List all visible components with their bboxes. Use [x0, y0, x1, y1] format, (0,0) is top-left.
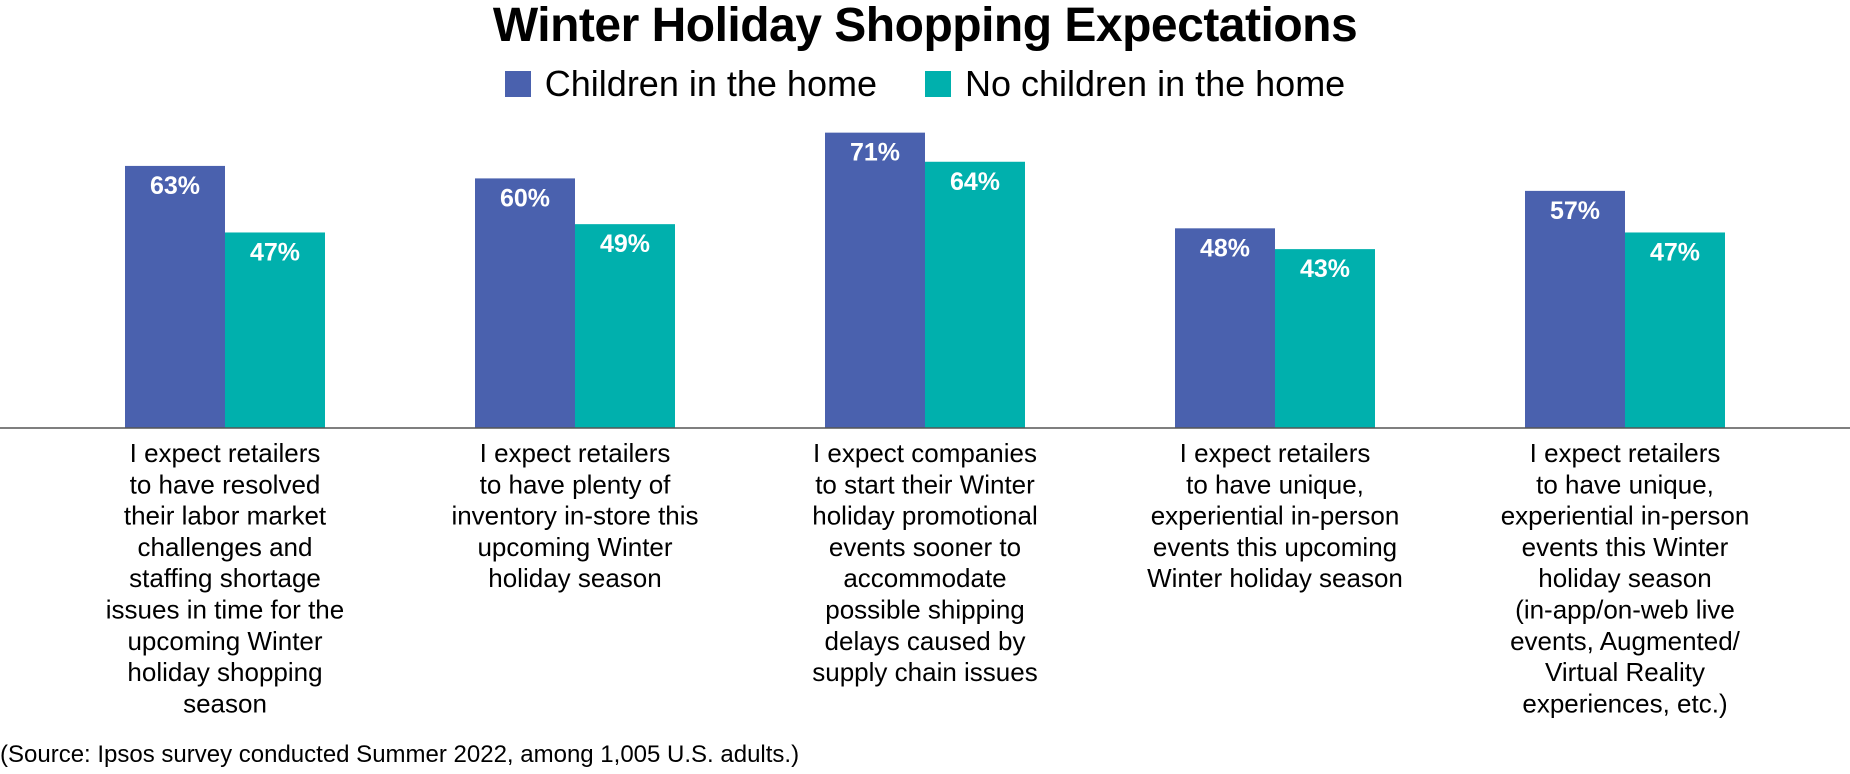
legend-label-children: Children in the home	[544, 63, 877, 104]
data-label-no-children-4: 43%	[1300, 255, 1350, 283]
legend-item-children: Children in the home	[504, 58, 877, 110]
category-label-5-line-7: events, Augmented/	[1510, 626, 1741, 656]
category-label-4-line-1: I expect retailers	[1180, 438, 1371, 468]
category-label-5-line-3: experiential in-person	[1501, 501, 1750, 531]
data-label-children-1: 63%	[150, 172, 200, 200]
category-label-2-line-4: upcoming Winter	[477, 532, 672, 562]
bar-children-1	[125, 165, 225, 429]
category-label-3-line-2: to start their Winter	[815, 469, 1035, 499]
category-label-5-line-5: holiday season	[1538, 563, 1711, 593]
legend-swatch-children	[504, 71, 531, 97]
data-label-children-4: 48%	[1200, 234, 1250, 262]
category-label-1-line-1: I expect retailers	[130, 438, 321, 468]
bar-children-4	[1175, 228, 1275, 428]
category-label-1-line-3: their labor market	[124, 501, 327, 531]
category-label-1-line-8: holiday shopping	[127, 657, 322, 687]
category-label-1-line-4: challenges and	[138, 532, 313, 562]
data-label-no-children-2: 49%	[600, 230, 650, 258]
bar-children-3	[825, 132, 925, 428]
category-label-5-line-4: events this Winter	[1522, 532, 1729, 562]
chart-title: Winter Holiday Shopping Expectations	[492, 0, 1358, 52]
category-label-2-line-3: inventory in-store this	[451, 501, 698, 531]
data-label-no-children-3: 64%	[950, 168, 1000, 196]
category-label-5-line-8: Virtual Reality	[1545, 657, 1705, 687]
category-label-3-line-3: holiday promotional	[812, 501, 1037, 531]
data-label-no-children-1: 47%	[250, 238, 300, 266]
category-label-3-line-8: supply chain issues	[812, 657, 1037, 687]
data-label-no-children-5: 47%	[1650, 238, 1700, 266]
bar-no-children-3	[925, 161, 1025, 428]
category-label-1-line-9: season	[183, 688, 267, 718]
bar-no-children-1	[225, 232, 325, 428]
category-label-3-line-6: possible shipping	[825, 595, 1024, 625]
legend-item-no-children: No children in the home	[924, 58, 1346, 110]
category-label-1-line-2: to have resolved	[130, 469, 321, 499]
category-label-2-line-1: I expect retailers	[480, 438, 671, 468]
category-label-1-line-7: upcoming Winter	[127, 626, 322, 656]
data-label-children-2: 60%	[500, 184, 550, 212]
category-label-2-line-2: to have plenty of	[480, 469, 672, 499]
category-label-4-line-3: experiential in-person	[1151, 501, 1400, 531]
category-label-1-line-5: staffing shortage	[129, 563, 321, 593]
legend-label-no-children: No children in the home	[964, 63, 1346, 104]
category-label-3-line-7: delays caused by	[825, 626, 1026, 656]
category-label-4-line-2: to have unique,	[1186, 469, 1364, 499]
category-label-4-line-5: Winter holiday season	[1147, 563, 1403, 593]
category-label-5-line-6: (in-app/on-web live	[1515, 595, 1735, 625]
category-label-2-line-5: holiday season	[488, 563, 661, 593]
source-note: (Source: Ipsos survey conducted Summer 2…	[0, 741, 800, 768]
data-label-children-5: 57%	[1550, 197, 1600, 225]
bar-no-children-4	[1275, 249, 1375, 428]
category-label-1-line-6: issues in time for the	[106, 595, 344, 625]
data-label-children-3: 71%	[850, 139, 900, 167]
category-label-3-line-4: events sooner to	[829, 532, 1021, 562]
legend-swatch-no-children	[924, 71, 951, 97]
bar-no-children-5	[1625, 232, 1725, 428]
bar-children-2	[475, 178, 575, 428]
category-label-3-line-1: I expect companies	[813, 438, 1037, 468]
bar-no-children-2	[575, 224, 675, 428]
category-label-5-line-1: I expect retailers	[1530, 438, 1721, 468]
category-label-5-line-2: to have unique,	[1536, 469, 1714, 499]
category-label-3-line-5: accommodate	[843, 563, 1006, 593]
category-label-4-line-4: events this upcoming	[1153, 532, 1397, 562]
category-label-5-line-9: experiences, etc.)	[1522, 688, 1727, 718]
legend: Children in the home No children in the …	[0, 58, 1850, 110]
bar-children-5	[1525, 190, 1625, 428]
